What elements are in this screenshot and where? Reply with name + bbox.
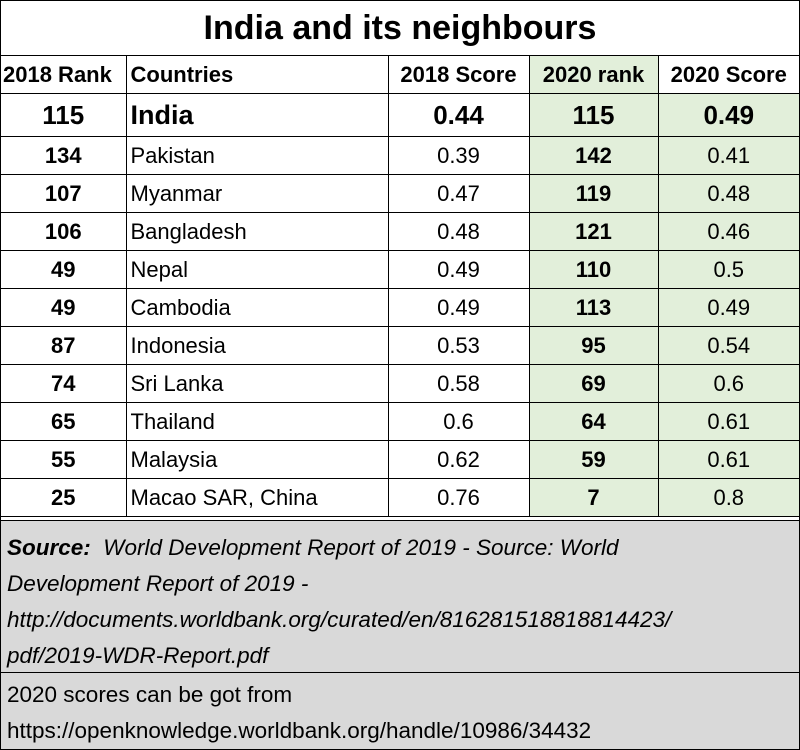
header-2018-rank: 2018 Rank [1,56,127,94]
cell-2018-rank: 106 [1,212,127,251]
cell-2020-rank: 7 [528,478,659,517]
cell-2020-rank: 95 [528,326,659,365]
cell-2018-rank: 49 [1,250,127,289]
source-label: Source: [7,535,91,560]
cell-2020-rank: 113 [528,288,659,327]
cell-2018-score: 0.6 [387,402,530,441]
table-row: 107 Myanmar 0.47 119 0.48 [1,174,799,213]
table-row: 49 Nepal 0.49 110 0.5 [1,250,799,289]
table-row: 55 Malaysia 0.62 59 0.61 [1,440,799,479]
cell-2020-score: 0.5 [657,250,799,289]
cell-2020-score: 0.48 [657,174,799,213]
cell-2020-rank: 69 [528,364,659,403]
cell-2020-score: 0.61 [657,440,799,479]
table-row: 74 Sri Lanka 0.58 69 0.6 [1,364,799,403]
header-row: 2018 Rank Countries 2018 Score 2020 rank… [1,56,799,94]
cell-2018-rank: 65 [1,402,127,441]
cell-2020-rank: 121 [528,212,659,251]
source-note: Source: World Development Report of 2019… [1,520,799,673]
table-title: India and its neighbours [1,1,799,56]
rankings-table: 2018 Rank Countries 2018 Score 2020 rank… [1,56,799,517]
cell-2018-score: 0.39 [387,136,530,175]
cell-2018-score: 0.48 [387,212,530,251]
table-row: 134 Pakistan 0.39 142 0.41 [1,136,799,175]
cell-2020-score: 0.6 [657,364,799,403]
cell-2020-score: 0.61 [657,402,799,441]
header-2018-score: 2018 Score [387,56,530,94]
cell-country: Malaysia [125,440,389,479]
cell-2018-rank: 87 [1,326,127,365]
table-row: 87 Indonesia 0.53 95 0.54 [1,326,799,365]
cell-2020-score: 0.8 [657,478,799,517]
cell-2020-rank: 115 [528,93,659,137]
cell-country: Bangladesh [125,212,389,251]
cell-country: Cambodia [125,288,389,327]
cell-country: Thailand [125,402,389,441]
table-row: 106 Bangladesh 0.48 121 0.46 [1,212,799,251]
cell-country: India [125,93,389,137]
cell-2018-rank: 115 [1,93,127,137]
cell-2020-rank: 64 [528,402,659,441]
cell-2020-score: 0.49 [657,288,799,327]
header-countries: Countries [125,56,389,94]
cell-2018-score: 0.53 [387,326,530,365]
cell-2020-score: 0.54 [657,326,799,365]
table-row: 25 Macao SAR, China 0.76 7 0.8 [1,478,799,517]
cell-country: Nepal [125,250,389,289]
cell-2018-rank: 49 [1,288,127,327]
source-url-line-1: http://documents.worldbank.org/curated/e… [7,607,672,632]
cell-country: Myanmar [125,174,389,213]
cell-2020-score: 0.49 [657,93,799,137]
cell-2018-score: 0.47 [387,174,530,213]
cell-2018-rank: 25 [1,478,127,517]
cell-2018-score: 0.44 [387,93,530,137]
cell-country: Macao SAR, China [125,478,389,517]
source-url-line-2: pdf/2019-WDR-Report.pdf [7,643,269,668]
cell-2018-rank: 134 [1,136,127,175]
table-row: 65 Thailand 0.6 64 0.61 [1,402,799,441]
source-line-2: Development Report of 2019 - [7,571,309,596]
cell-country: Sri Lanka [125,364,389,403]
cell-2018-score: 0.49 [387,250,530,289]
table-row: 49 Cambodia 0.49 113 0.49 [1,288,799,327]
note-line-1: 2020 scores can be got from [7,682,293,707]
cell-2018-score: 0.58 [387,364,530,403]
header-2020-rank: 2020 rank [528,56,659,94]
scores-note: 2020 scores can be got from https://open… [1,673,799,749]
cell-country: Pakistan [125,136,389,175]
cell-2020-rank: 142 [528,136,659,175]
cell-2018-rank: 74 [1,364,127,403]
note-url: https://openknowledge.worldbank.org/hand… [7,718,592,743]
cell-2018-rank: 107 [1,174,127,213]
header-2020-score: 2020 Score [657,56,799,94]
cell-country: Indonesia [125,326,389,365]
cell-2020-score: 0.41 [657,136,799,175]
cell-2020-rank: 119 [528,174,659,213]
cell-2020-rank: 59 [528,440,659,479]
cell-2018-rank: 55 [1,440,127,479]
cell-2020-score: 0.46 [657,212,799,251]
cell-2020-rank: 110 [528,250,659,289]
cell-2018-score: 0.62 [387,440,530,479]
cell-2018-score: 0.49 [387,288,530,327]
source-text: World Development Report of 2019 - Sourc… [103,535,619,560]
source-line-1: Source: World Development Report of 2019… [7,530,793,566]
cell-2018-score: 0.76 [387,478,530,517]
table-row: 115 India 0.44 115 0.49 [1,93,799,137]
